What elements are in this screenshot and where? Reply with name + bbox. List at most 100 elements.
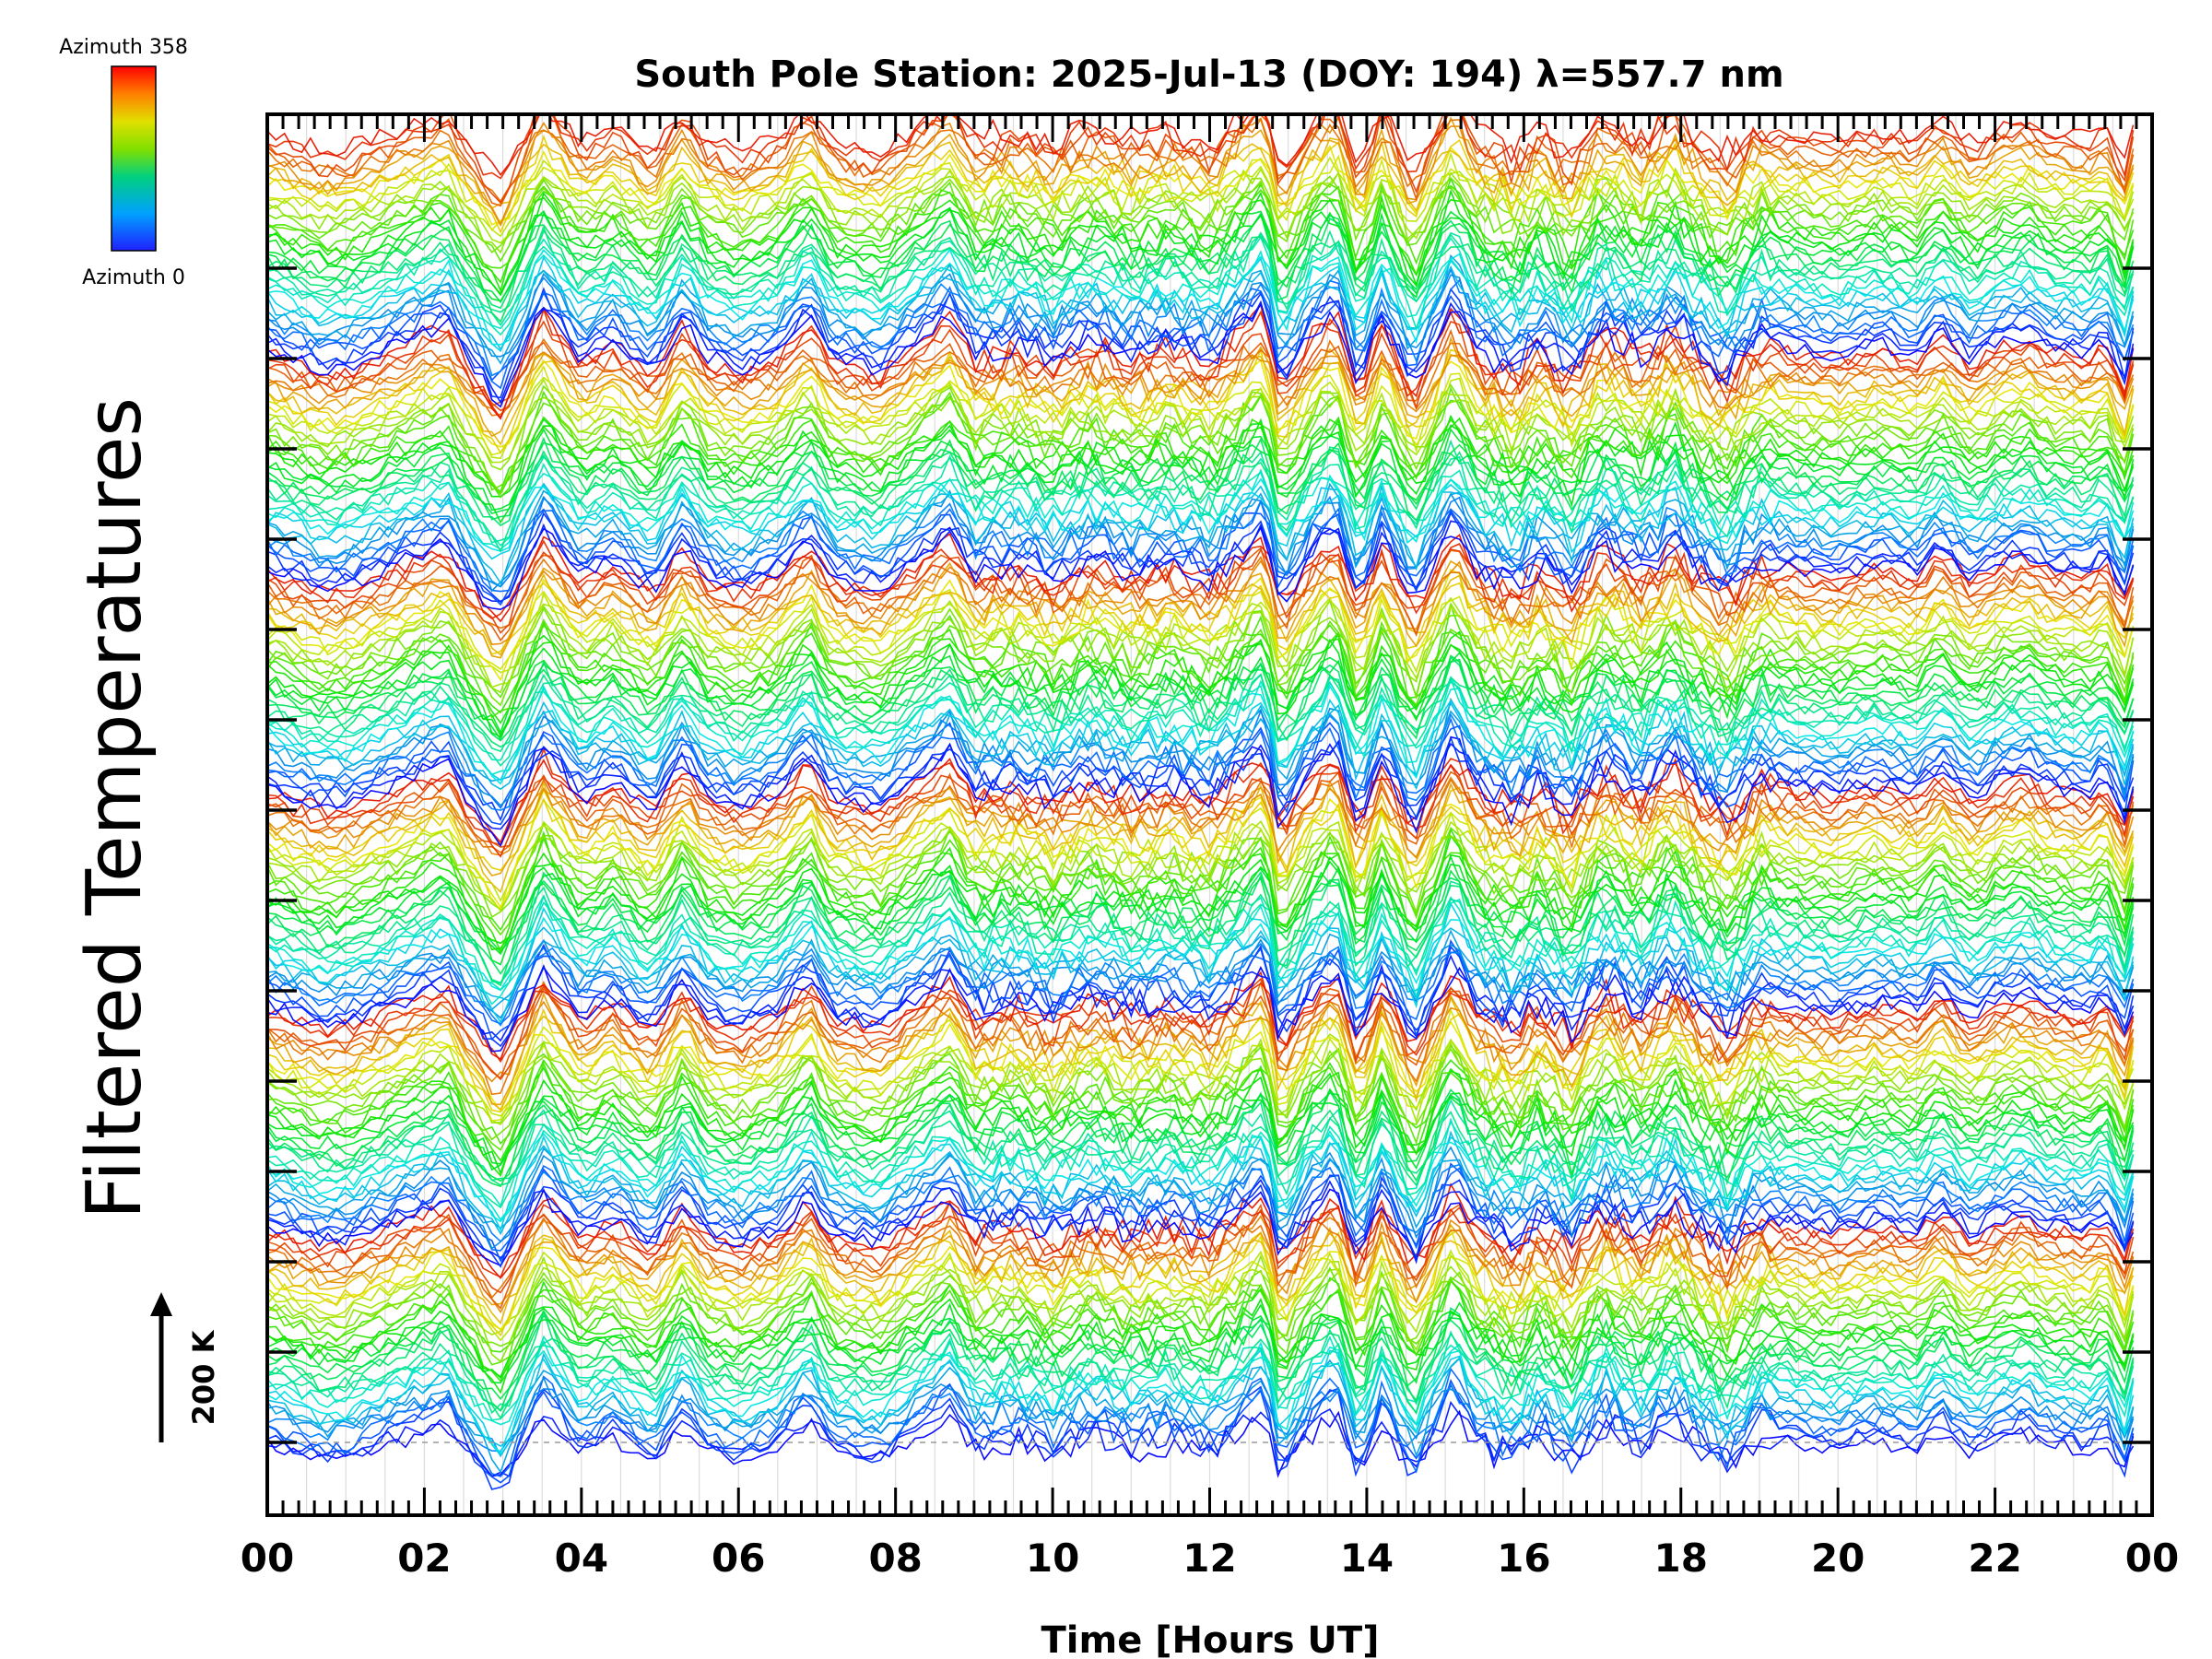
- scale-bar: 200 K: [150, 1292, 221, 1442]
- series-line: [267, 1266, 2135, 1366]
- series-line: [267, 797, 2135, 872]
- series-line: [267, 1111, 2135, 1182]
- series-line: [267, 676, 2135, 785]
- series-line: [267, 820, 2135, 936]
- axis-ticks: 00 02 04 06 08 10 12 14 16 18 20 22 00: [241, 114, 2179, 1581]
- series-line: [267, 114, 2135, 180]
- series-line: [267, 1352, 2135, 1447]
- series-line: [267, 638, 2135, 724]
- series-line: [267, 359, 2135, 448]
- series-line: [267, 1204, 2135, 1278]
- series-line: [267, 206, 2135, 302]
- series-line: [267, 860, 2135, 956]
- series-line: [267, 1070, 2135, 1175]
- series-line: [267, 788, 2135, 909]
- series-line: [267, 1088, 2135, 1188]
- series-line: [267, 588, 2135, 671]
- series-line: [267, 830, 2135, 919]
- series-line: [267, 938, 2135, 1019]
- series-line: [267, 1400, 2135, 1477]
- series-line: [267, 114, 2135, 207]
- series-line: [267, 827, 2135, 954]
- series-line: [267, 1277, 2135, 1394]
- x-tick-label: 06: [712, 1535, 765, 1581]
- series-line: [267, 779, 2135, 877]
- series-line: [267, 869, 2135, 954]
- series-line: [267, 963, 2135, 1053]
- series-line: [267, 176, 2135, 284]
- x-tick-label: 02: [397, 1535, 451, 1581]
- series-line: [267, 428, 2135, 512]
- series-line: [267, 301, 2135, 408]
- series-line: [267, 871, 2135, 987]
- series-line: [267, 448, 2135, 527]
- series-line: [267, 468, 2135, 550]
- series-line: [267, 655, 2135, 748]
- series-line: [267, 1159, 2135, 1242]
- x-tick-label: 08: [868, 1535, 922, 1581]
- series-line: [267, 1182, 2135, 1279]
- series-line: [267, 114, 2135, 177]
- series-line: [267, 390, 2135, 499]
- series-line: [267, 1146, 2135, 1250]
- series-line: [267, 722, 2135, 826]
- series-line: [267, 167, 2135, 244]
- series-line: [267, 1367, 2135, 1477]
- series-line: [267, 742, 2135, 830]
- x-tick-label: 12: [1182, 1535, 1236, 1581]
- series-line: [267, 1200, 2135, 1310]
- series-lines: [267, 114, 2135, 1490]
- series-line: [267, 1357, 2135, 1474]
- colorbar-bottom-label: Azimuth 0: [82, 266, 185, 289]
- series-line: [267, 1116, 2135, 1221]
- series-line: [267, 229, 2135, 310]
- series-line: [267, 508, 2135, 606]
- series-line: [267, 194, 2135, 293]
- series-line: [267, 603, 2135, 719]
- series-line: [267, 569, 2135, 682]
- series-line: [267, 145, 2135, 226]
- series-line: [267, 776, 2135, 859]
- series-line: [267, 335, 2135, 438]
- series-line: [267, 938, 2135, 1041]
- series-line: [267, 1008, 2135, 1113]
- series-line: [267, 1409, 2135, 1478]
- series-line: [267, 115, 2135, 226]
- series-line: [267, 673, 2135, 767]
- series-line: [267, 555, 2135, 636]
- series-line: [267, 417, 2135, 496]
- series-line: [267, 436, 2135, 523]
- series-line: [267, 654, 2135, 741]
- series-line: [267, 894, 2135, 984]
- series-line: [267, 115, 2135, 228]
- series-line: [267, 709, 2135, 811]
- series-line: [267, 697, 2135, 807]
- series-line: [267, 171, 2135, 254]
- series-line: [267, 700, 2135, 791]
- series-line: [267, 1301, 2135, 1380]
- series-line: [267, 525, 2135, 611]
- series-line: [267, 1226, 2135, 1325]
- series-line: [267, 1059, 2135, 1162]
- series-line: [267, 1378, 2135, 1484]
- series-line: [267, 1253, 2135, 1332]
- series-line: [267, 1000, 2135, 1083]
- series-line: [267, 225, 2135, 313]
- series-line: [267, 880, 2135, 984]
- x-tick-label: 20: [1811, 1535, 1865, 1581]
- series-line: [267, 980, 2135, 1096]
- series-line: [267, 151, 2135, 238]
- series-line: [267, 414, 2135, 498]
- series-line: [267, 620, 2135, 714]
- series-line: [267, 1312, 2135, 1384]
- series-line: [267, 1132, 2135, 1223]
- series-line: [267, 548, 2135, 634]
- series-line: [267, 175, 2135, 253]
- colorbar-top-label: Azimuth 358: [59, 36, 188, 59]
- series-line: [267, 1130, 2135, 1236]
- series-line: [267, 211, 2135, 304]
- series-line: [267, 547, 2135, 642]
- x-tick-label: 14: [1340, 1535, 1394, 1581]
- series-line: [267, 482, 2135, 585]
